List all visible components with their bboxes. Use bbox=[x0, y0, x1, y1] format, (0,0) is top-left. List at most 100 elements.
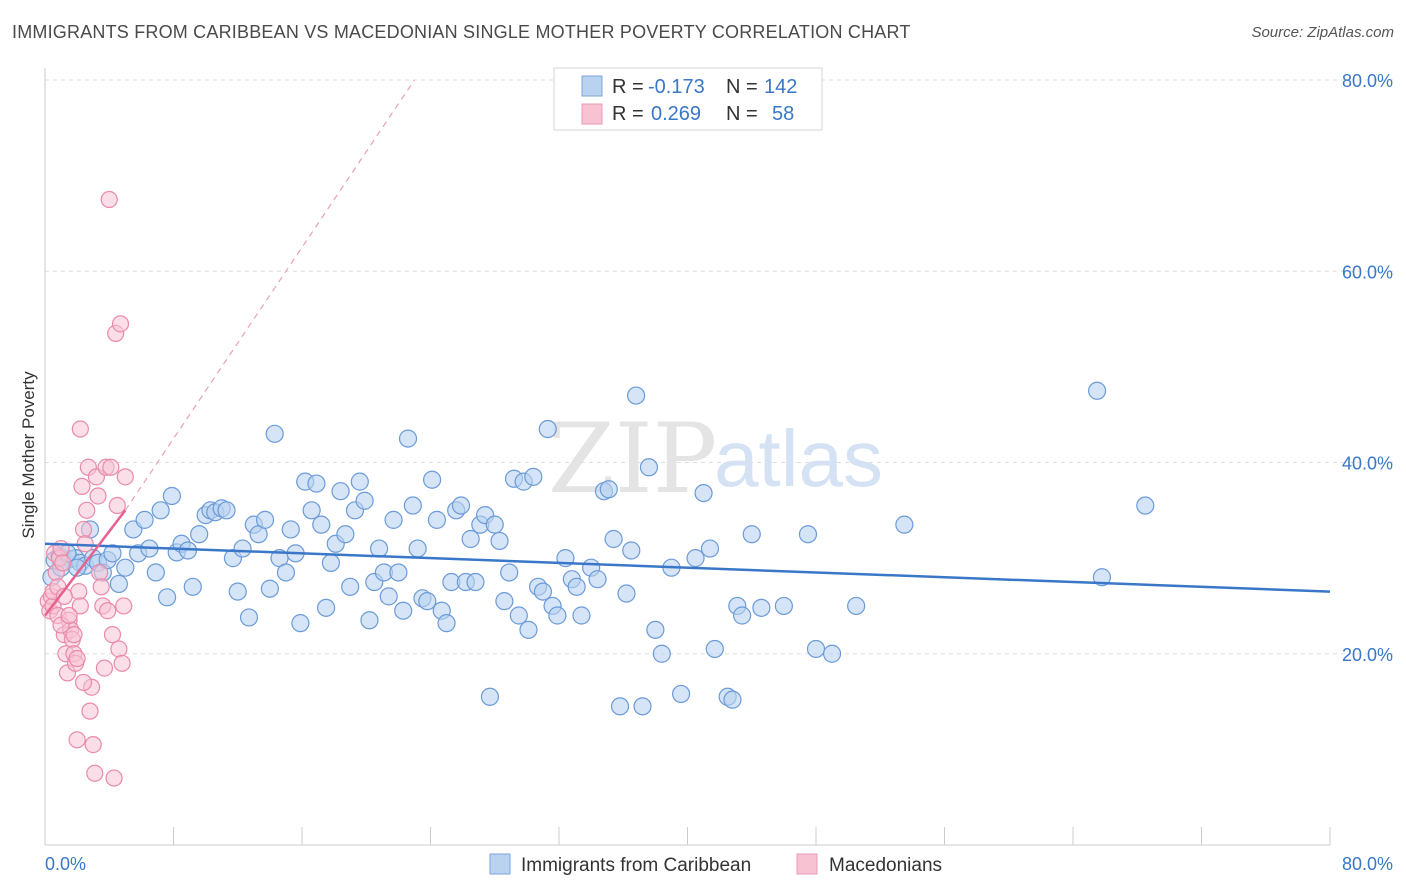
caribbean-point bbox=[321, 553, 341, 573]
caribbean-point bbox=[418, 592, 437, 611]
caribbean-point bbox=[599, 480, 618, 499]
caribbean-point bbox=[302, 501, 321, 520]
caribbean-point bbox=[639, 458, 659, 477]
macedonian-point bbox=[71, 420, 89, 438]
macedonian-point bbox=[100, 190, 118, 209]
caribbean-point bbox=[157, 588, 177, 607]
caribbean-point bbox=[686, 549, 705, 568]
caribbean-point bbox=[895, 515, 914, 534]
caribbean-point bbox=[622, 541, 641, 560]
caribbean-point bbox=[423, 470, 442, 489]
caribbean-point bbox=[316, 598, 336, 617]
watermark-zip: ZIP bbox=[548, 403, 717, 515]
macedonian-point bbox=[68, 649, 86, 668]
caribbean-point bbox=[694, 484, 713, 503]
caribbean-point bbox=[490, 531, 509, 551]
caribbean-point bbox=[379, 587, 398, 606]
caribbean-point bbox=[567, 577, 586, 596]
caribbean-point bbox=[255, 510, 275, 529]
macedonian-point bbox=[102, 458, 120, 476]
caribbean-point bbox=[723, 690, 742, 709]
y-tick-label: 20.0% bbox=[1342, 645, 1393, 665]
caribbean-point bbox=[742, 525, 761, 544]
bottom-legend-label-macedonians: Macedonians bbox=[829, 855, 942, 876]
chart-title: IMMIGRANTS FROM CARIBBEAN VS MACEDONIAN … bbox=[12, 22, 911, 42]
caribbean-point bbox=[408, 539, 427, 558]
legend-n-label-2: N = bbox=[726, 103, 758, 125]
axes bbox=[44, 68, 1331, 846]
y-tick-label: 80.0% bbox=[1342, 71, 1393, 91]
caribbean-point bbox=[1092, 568, 1112, 587]
macedonian-point bbox=[70, 582, 88, 601]
caribbean-point bbox=[103, 544, 122, 563]
legend-n-value-1: 142 bbox=[764, 76, 797, 98]
caribbean-point bbox=[705, 639, 724, 659]
legend-n-label-1: N = bbox=[726, 76, 758, 98]
macedonian-point bbox=[105, 769, 123, 787]
caribbean-point bbox=[700, 539, 720, 558]
caribbean-point bbox=[437, 614, 456, 633]
caribbean-point bbox=[451, 496, 471, 515]
watermark-atlas: atlas bbox=[714, 414, 883, 503]
macedonian-point bbox=[116, 468, 134, 486]
caribbean-point bbox=[548, 606, 567, 625]
macedonian-point bbox=[60, 606, 78, 625]
macedonian-point bbox=[92, 578, 110, 596]
caribbean-point bbox=[260, 579, 279, 598]
caribbean-point bbox=[146, 563, 165, 582]
caribbean-point bbox=[307, 474, 326, 493]
caribbean-point bbox=[403, 496, 422, 515]
legend-swatch-blue bbox=[581, 75, 603, 97]
macedonian-point bbox=[99, 602, 117, 620]
caribbean-point bbox=[733, 606, 752, 625]
trend-lines bbox=[44, 79, 1331, 617]
caribbean-point bbox=[509, 606, 528, 625]
series-macedonians bbox=[39, 190, 134, 787]
macedonian-point bbox=[91, 563, 109, 582]
caribbean-point bbox=[626, 386, 646, 405]
caribbean-point bbox=[847, 596, 866, 616]
macedonian-point bbox=[95, 659, 114, 677]
caribbean-point bbox=[312, 515, 331, 534]
caribbean-point bbox=[217, 501, 236, 520]
caribbean-point bbox=[752, 598, 771, 617]
legend-r-value-1: -0.173 bbox=[648, 76, 705, 98]
macedonian-point bbox=[115, 597, 133, 615]
caribbean-point bbox=[331, 482, 350, 501]
watermark: ZIP atlas bbox=[548, 403, 883, 515]
caribbean-point bbox=[806, 639, 826, 659]
macedonian-point bbox=[76, 535, 94, 553]
caribbean-point bbox=[228, 582, 247, 601]
caribbean-point bbox=[135, 510, 154, 529]
caribbean-point bbox=[617, 584, 636, 603]
caribbean-point bbox=[652, 644, 671, 663]
caribbean-point bbox=[265, 424, 284, 443]
bottom-legend-label-caribbean: Immigrants from Caribbean bbox=[521, 855, 751, 876]
caribbean-point bbox=[350, 472, 369, 491]
caribbean-point bbox=[291, 614, 310, 633]
caribbean-point bbox=[281, 520, 300, 539]
bottom-legend-swatch-blue bbox=[489, 853, 511, 875]
caribbean-point bbox=[370, 539, 389, 558]
macedonian-point bbox=[86, 764, 104, 782]
caribbean-point bbox=[1087, 381, 1107, 400]
y-tick-label: 60.0% bbox=[1342, 262, 1393, 282]
y-axis-title: Single Mother Poverty bbox=[19, 371, 38, 539]
caribbean-point bbox=[519, 620, 538, 639]
trend-line-macedonians bbox=[44, 509, 127, 617]
tick-labels: 20.0% 40.0% 60.0% 80.0% 0.0% 80.0% bbox=[45, 71, 1393, 874]
caribbean-point bbox=[604, 529, 623, 549]
macedonian-point bbox=[111, 315, 130, 333]
x-tick-label-min: 0.0% bbox=[45, 854, 86, 874]
macedonian-point bbox=[65, 626, 83, 644]
macedonian-point bbox=[71, 597, 89, 615]
caribbean-point bbox=[1136, 496, 1155, 515]
bottom-legend-swatch-pink bbox=[796, 853, 818, 875]
macedonian-point bbox=[89, 487, 107, 505]
caribbean-point bbox=[116, 558, 135, 577]
caribbean-point bbox=[398, 429, 418, 448]
macedonian-point bbox=[103, 626, 122, 644]
caribbean-point bbox=[480, 687, 500, 706]
stats-legend: R = -0.173 N = 142 R = 0.269 N = 58 bbox=[553, 67, 823, 131]
